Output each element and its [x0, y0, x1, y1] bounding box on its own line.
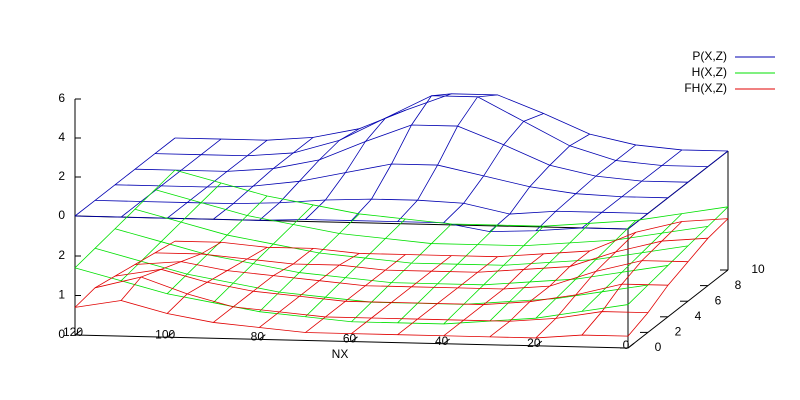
- surface-row: [114, 163, 669, 199]
- surface-column: [397, 94, 498, 222]
- x-tick-label: 80: [251, 330, 265, 344]
- legend-label: FH(X,Z): [684, 81, 727, 95]
- surface-column: [259, 253, 360, 328]
- x-tick: [74, 329, 82, 336]
- z-tick-label: 2: [58, 248, 65, 262]
- surface-column: [305, 218, 406, 318]
- surface-column: [581, 149, 683, 229]
- surface-column: [74, 240, 176, 308]
- surface-column: [259, 213, 360, 312]
- surface-column: [443, 253, 544, 337]
- y-tick-label: 8: [735, 278, 742, 292]
- surface-column: [627, 218, 729, 337]
- surface-column: [213, 137, 314, 220]
- surface-column: [166, 246, 268, 314]
- z-tick-label: 6: [58, 91, 65, 105]
- x-tick-label: 0: [623, 338, 630, 352]
- surface-column: [489, 250, 590, 338]
- x-axis-label: NX: [332, 347, 349, 361]
- surface-column: [213, 248, 314, 323]
- legend-label: H(X,Z): [692, 65, 727, 79]
- surface-column: [489, 133, 590, 232]
- surface-column: [74, 137, 176, 217]
- x-tick: [166, 332, 174, 338]
- surface-column: [397, 256, 498, 335]
- surface-row: [134, 124, 689, 183]
- x-tick-label: 40: [435, 334, 449, 348]
- surface-column: [535, 231, 637, 339]
- z-tick-label: 1: [58, 288, 65, 302]
- x-tick: [259, 334, 266, 340]
- x-tick-label: 100: [155, 327, 175, 341]
- surface-column: [535, 220, 637, 319]
- y-tick-label: 4: [695, 309, 702, 323]
- x-tick: [351, 336, 358, 342]
- y-tick-label: 0: [655, 340, 662, 354]
- surface-row: [94, 198, 649, 215]
- z-tick-label: 0: [58, 327, 65, 341]
- x-tick: [627, 342, 635, 349]
- z-tick-label: 0: [58, 208, 65, 222]
- surface-row: [74, 267, 629, 325]
- z-tick-label: 2: [58, 169, 65, 183]
- surface-column: [535, 144, 637, 232]
- x-tick-label: 20: [527, 336, 541, 350]
- y-tick-label: 10: [751, 262, 765, 276]
- surface-column: [305, 109, 406, 220]
- surface-column: [489, 223, 591, 322]
- surface-column: [351, 93, 452, 221]
- surface-column: [305, 254, 406, 333]
- surface-column: [259, 128, 360, 221]
- x-tick: [443, 338, 450, 345]
- surface-column: [120, 138, 222, 218]
- surface-column: [443, 113, 544, 224]
- surface-column: [581, 221, 683, 336]
- x-tick-label: 60: [343, 332, 357, 346]
- surface-column: [627, 206, 729, 305]
- surface-row: [154, 95, 709, 167]
- surface-column: [74, 169, 176, 269]
- surface-column: [397, 224, 498, 324]
- surface-column: [166, 139, 268, 219]
- legend-label: P(X,Z): [692, 49, 727, 63]
- x-tick: [535, 340, 543, 347]
- surface-column: [627, 150, 729, 230]
- z-tick-label: 4: [58, 130, 65, 144]
- y-tick-label: 6: [715, 293, 722, 307]
- surface-column: [351, 223, 452, 323]
- x-tick-label: 120: [63, 325, 83, 339]
- surface-column: [443, 225, 544, 325]
- surface-row: [74, 215, 629, 233]
- surface-column: [120, 241, 222, 301]
- surface-column: [351, 255, 452, 334]
- surface-column: [581, 213, 683, 312]
- surface-row: [174, 93, 729, 152]
- y-tick-label: 2: [675, 325, 682, 339]
